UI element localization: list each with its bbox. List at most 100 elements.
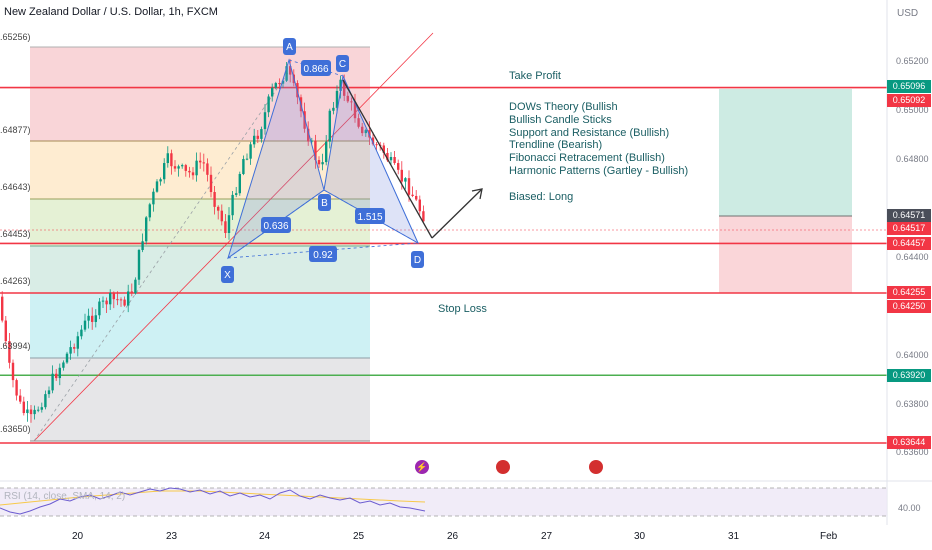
candle-body — [407, 178, 411, 195]
candle-body — [314, 140, 317, 161]
candle-body — [353, 102, 357, 119]
candle-body — [98, 301, 101, 316]
candle-body — [397, 163, 400, 170]
currency-label: USD — [897, 8, 919, 19]
candle-body — [249, 144, 252, 159]
candle-body — [213, 192, 216, 207]
candle-body — [91, 315, 94, 322]
candle-body — [274, 83, 277, 88]
candle-body — [217, 206, 220, 211]
fib-zone-5 — [30, 293, 370, 358]
candle-body — [289, 66, 292, 75]
harmonic-ratio-bd: 1.515 — [355, 208, 385, 224]
strategy-item: Support and Resistance (Bullish) — [509, 126, 670, 139]
time-tick: 27 — [541, 531, 553, 542]
candle-body — [55, 373, 58, 379]
candle-body — [116, 299, 119, 301]
candle-body — [346, 95, 349, 102]
stop-loss-label: Stop Loss — [438, 303, 487, 315]
candle-body — [310, 140, 313, 142]
candle-body — [321, 162, 324, 165]
candle-body — [386, 152, 389, 161]
candle-body — [170, 153, 173, 167]
svg-text:0.92: 0.92 — [313, 250, 333, 261]
price-tick: 0.65000 — [896, 105, 929, 115]
candle-body — [206, 163, 209, 175]
candle-body — [8, 341, 11, 363]
svg-text:B: B — [321, 198, 328, 209]
candle-body — [148, 204, 151, 218]
candle-body — [184, 165, 187, 171]
strategy-item: Fibonacci Retracement (Bullish) — [509, 152, 665, 165]
candle-body — [389, 157, 393, 161]
candle-body — [130, 291, 133, 294]
us-flag-icon[interactable] — [589, 460, 603, 474]
candle-body — [134, 279, 137, 294]
price-tick: 0.64400 — [896, 252, 929, 262]
lightning-icon[interactable]: ⚡ — [415, 460, 429, 474]
chart-title: New Zealand Dollar / U.S. Dollar, 1h, FX… — [4, 6, 218, 18]
candle-body — [263, 112, 267, 130]
take-profit-label: Take Profit — [509, 70, 561, 82]
fib-level-label: .63994) — [0, 341, 31, 351]
rsi-axis-value: 40.00 — [898, 503, 921, 513]
fib-level-label: .63650) — [0, 424, 31, 434]
horizontal-lines — [0, 86, 887, 444]
candle-body — [335, 90, 339, 108]
projection-arrow-head — [471, 188, 483, 200]
svg-text:A: A — [286, 42, 293, 53]
candle-body — [112, 293, 115, 300]
rsi-line — [0, 487, 426, 515]
strategy-list: DOWs Theory (Bullish Bullish Candle Stic… — [509, 101, 688, 178]
candle-body — [123, 299, 126, 306]
us-flag-icon[interactable] — [496, 460, 510, 474]
bias-label: Biased: Long — [509, 191, 574, 203]
bearish-trendline — [342, 79, 433, 239]
candle-body — [382, 145, 385, 153]
candle-body — [285, 66, 288, 81]
stop-loss-zone — [719, 216, 852, 293]
candle-body — [11, 362, 15, 381]
bullish-trendline — [33, 32, 434, 442]
candle-body — [260, 129, 263, 139]
candle-body — [101, 300, 105, 302]
harmonic-point-x: X — [221, 266, 234, 283]
candle-body — [404, 178, 407, 182]
svg-text:D: D — [414, 255, 421, 266]
candle-body — [155, 181, 159, 192]
candle-body — [202, 162, 205, 164]
harmonic-ratio-xd: 0.92 — [309, 246, 337, 262]
candle-body — [400, 169, 403, 182]
candle-body — [238, 174, 241, 194]
rsi-indicator-label[interactable]: RSI (14, close, SMA, 14, 2) — [4, 491, 126, 502]
candle-body — [418, 199, 421, 212]
fib-level-label: .64453) — [0, 229, 31, 239]
candle-body — [40, 407, 43, 410]
strategy-item: DOWs Theory (Bullish — [509, 101, 618, 113]
take-profit-zone — [719, 89, 852, 216]
svg-text:X: X — [224, 270, 231, 281]
time-tick: 30 — [634, 531, 646, 542]
price-tag: 0.64255 — [887, 286, 931, 300]
time-tick: 31 — [728, 531, 740, 542]
candle-body — [256, 135, 259, 139]
candle-body — [51, 373, 54, 391]
candle-body — [26, 409, 29, 414]
candle-body — [231, 194, 234, 216]
candle-body — [87, 315, 90, 321]
fib-zone-3 — [30, 199, 370, 246]
candle-body — [375, 144, 378, 146]
candle-body — [177, 166, 180, 169]
candle-body — [281, 80, 285, 84]
time-tick: 23 — [166, 531, 178, 542]
harmonic-point-b: B — [318, 194, 331, 211]
fib-level-label: .64877) — [0, 125, 31, 135]
candle-body — [1, 296, 4, 321]
candle-body — [109, 293, 112, 305]
candle-body — [411, 194, 414, 196]
candle-body — [224, 221, 227, 234]
candle-body — [4, 320, 7, 342]
fib-level-label: .65256) — [0, 32, 31, 42]
